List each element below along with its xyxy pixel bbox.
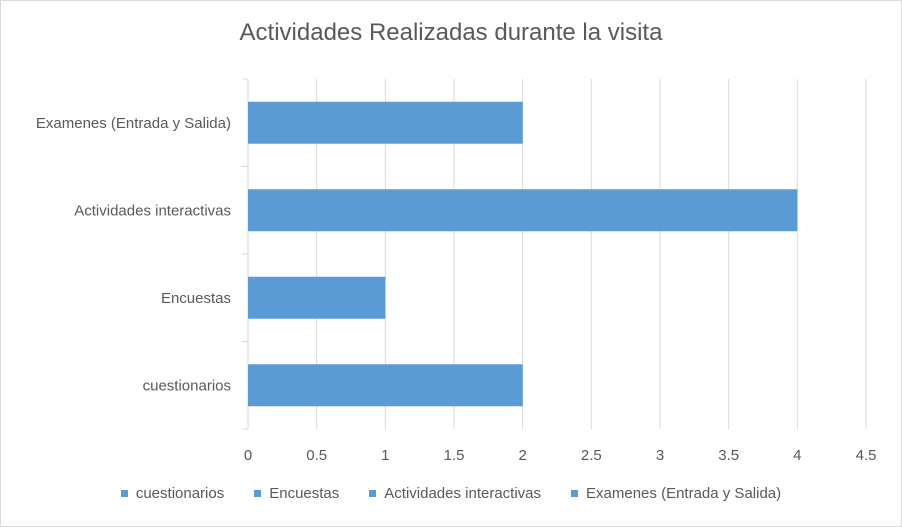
legend-item: Examenes (Entrada y Salida)	[571, 485, 781, 502]
legend-swatch	[571, 490, 579, 497]
x-tick-label: 2.5	[581, 447, 602, 464]
category-label: Examenes (Entrada y Salida)	[36, 115, 231, 132]
x-tick-label: 3	[656, 447, 664, 464]
x-tick-label: 4	[793, 447, 801, 464]
legend-swatch	[369, 490, 377, 497]
x-tick-label: 0	[244, 447, 252, 464]
x-tick-label: 1	[381, 447, 389, 464]
legend-swatch	[254, 490, 262, 497]
x-tick-label: 3.5	[718, 447, 739, 464]
legend-label: cuestionarios	[135, 485, 225, 502]
chart-title: Actividades Realizadas durante la visita	[239, 19, 663, 46]
legend-swatch	[120, 490, 128, 497]
legend-label: Actividades interactivas	[384, 485, 542, 502]
x-tick-label: 0.5	[306, 447, 327, 464]
category-label: cuestionarios	[143, 377, 231, 394]
bar	[248, 189, 798, 232]
legend-label: Examenes (Entrada y Salida)	[586, 485, 782, 502]
bar	[248, 101, 523, 144]
x-tick-label: 2	[518, 447, 526, 464]
legend-item: Encuestas	[254, 485, 339, 502]
x-tick-label: 4.5	[856, 447, 877, 464]
legend-item: cuestionarios	[120, 485, 225, 502]
x-tick-label: 1.5	[444, 447, 465, 464]
bar	[248, 364, 523, 407]
legend-item: Actividades interactivas	[369, 485, 541, 502]
category-label: Actividades interactivas	[74, 202, 231, 219]
category-label: Encuestas	[161, 290, 231, 307]
bar	[248, 276, 386, 319]
legend: cuestionarios Encuestas Actividades inte…	[1, 485, 901, 502]
legend-label: Encuestas	[269, 485, 340, 502]
